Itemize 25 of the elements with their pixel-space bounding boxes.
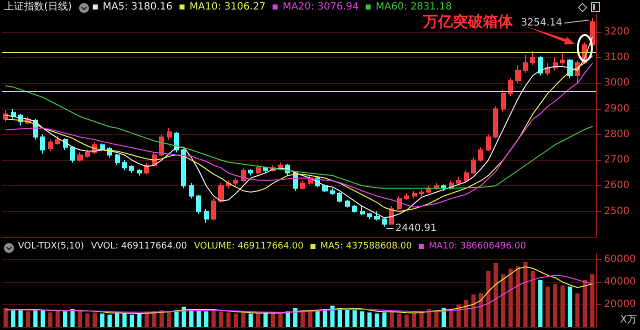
y-tick-label: 2500 bbox=[604, 206, 630, 217]
legend-label: MA60: 2831.18 bbox=[376, 2, 452, 12]
annotation: 万亿突破箱体 bbox=[422, 12, 514, 30]
y-tick-label: 2600 bbox=[604, 180, 630, 192]
text: VVOL: 469117664.00 bbox=[91, 242, 188, 252]
y-tick-label: 40000 bbox=[604, 276, 636, 288]
legend-label: MA10: 3106.27 bbox=[190, 2, 266, 12]
y-tick-label: 2900 bbox=[604, 103, 630, 114]
y-tick-label: 20000 bbox=[604, 299, 636, 310]
y-tick-label: 3000 bbox=[604, 78, 630, 89]
y-tick-label: 2800 bbox=[604, 128, 630, 140]
legend-label: MA20: 3076.94 bbox=[282, 2, 359, 12]
y-tick-label: 2700 bbox=[604, 154, 630, 166]
y-tick-label: 3100 bbox=[604, 52, 630, 64]
y-tick-label: 60000 bbox=[604, 254, 636, 266]
annotation: 2440.91 bbox=[395, 223, 437, 234]
legend-label: MA10: 386606496.00 bbox=[428, 242, 526, 252]
legend-label: MA5: 3180.16 bbox=[102, 2, 173, 12]
chart-title: 上证指数(日线) bbox=[4, 0, 72, 12]
legend-label: MA5: 437588608.00 bbox=[320, 242, 412, 252]
chart-title: VOL-TDX(5,10) bbox=[18, 242, 84, 252]
y-tick-label: 3200 bbox=[604, 26, 630, 38]
text: VOLUME: 469117664.00 bbox=[194, 242, 304, 252]
annotation: 3254.14 bbox=[520, 18, 562, 29]
y-axis-title: X万 bbox=[620, 314, 638, 326]
